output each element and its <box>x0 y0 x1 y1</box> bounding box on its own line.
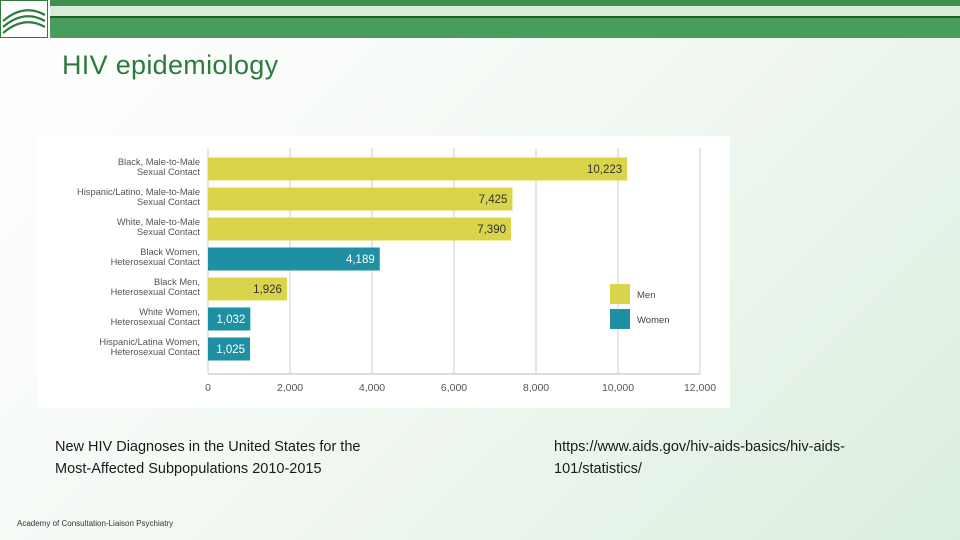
bar-value-label-6: 1,025 <box>216 344 245 356</box>
x-tick-label-6: 12,000 <box>684 382 716 394</box>
legend-label-men: Men <box>637 290 655 301</box>
category-label-4-0: Black Men, <box>154 277 200 287</box>
bar-0 <box>208 157 628 181</box>
x-tick-label-5: 10,000 <box>602 382 634 394</box>
category-label-2-1: Sexual Contact <box>137 227 200 237</box>
slide-title: HIV epidemiology <box>62 50 279 80</box>
bar-chart: 10,223 Black, Male-to-Male Sexual Contact 7… <box>37 136 730 408</box>
header-stripe-bottom <box>50 18 960 38</box>
x-tick-label-2: 4,000 <box>359 382 385 394</box>
legend-swatch-women <box>610 309 630 329</box>
legend-swatch-men <box>610 284 630 304</box>
category-label-0-0: Black, Male-to-Male <box>118 157 200 167</box>
category-label-1-0: Hispanic/Latino, Male-to-Male <box>77 187 200 197</box>
source-link[interactable]: https://www.aids.gov/hiv-aids-basics/hiv… <box>554 436 934 480</box>
source-line-2[interactable]: 101/statistics/ <box>554 461 642 477</box>
bar-1 <box>208 187 513 211</box>
bar-value-label-1: 7,425 <box>479 194 508 206</box>
category-label-6-0: Hispanic/Latina Women, <box>99 337 200 347</box>
category-label-3-1: Heterosexual Contact <box>111 257 201 267</box>
header-band <box>50 0 960 38</box>
bar-3 <box>208 247 380 271</box>
bar-5 <box>208 307 251 331</box>
category-label-5-0: White Women, <box>139 307 200 317</box>
header-stripe-light <box>50 6 960 18</box>
legend-label-women: Women <box>637 315 670 326</box>
x-tick-label-1: 2,000 <box>277 382 303 394</box>
bar-4 <box>208 277 287 301</box>
bar-value-label-4: 1,926 <box>253 284 282 296</box>
bar-value-label-0: 10,223 <box>587 164 622 176</box>
header-stripe-top <box>50 0 960 6</box>
category-label-5-1: Heterosexual Contact <box>111 317 201 327</box>
chart-caption: New HIV Diagnoses in the United States f… <box>55 436 435 480</box>
category-label-1-1: Sexual Contact <box>137 197 200 207</box>
bar-2 <box>208 217 511 241</box>
caption-line-2: Most-Affected Subpopulations 2010-2015 <box>55 461 322 477</box>
x-tick-label-3: 6,000 <box>441 382 467 394</box>
bar-value-label-5: 1,032 <box>217 314 246 326</box>
category-label-6-1: Heterosexual Contact <box>111 347 201 357</box>
x-tick-label-4: 8,000 <box>523 382 549 394</box>
caption-line-1: New HIV Diagnoses in the United States f… <box>55 439 361 455</box>
bar-value-label-2: 7,390 <box>477 224 506 236</box>
x-tick-label-0: 0 <box>205 382 211 394</box>
source-line-1[interactable]: https://www.aids.gov/hiv-aids-basics/hiv… <box>554 439 845 455</box>
category-label-2-0: White, Male-to-Male <box>117 217 200 227</box>
organization-logo <box>0 0 48 38</box>
category-label-4-1: Heterosexual Contact <box>111 287 201 297</box>
bar-value-label-3: 4,189 <box>346 254 375 266</box>
category-label-0-1: Sexual Contact <box>137 167 200 177</box>
bar-6 <box>208 337 251 361</box>
footer-text: Academy of Consultation-Liaison Psychiat… <box>17 519 174 528</box>
category-label-3-0: Black Women, <box>140 247 200 257</box>
header-stripe-dark <box>50 16 960 19</box>
